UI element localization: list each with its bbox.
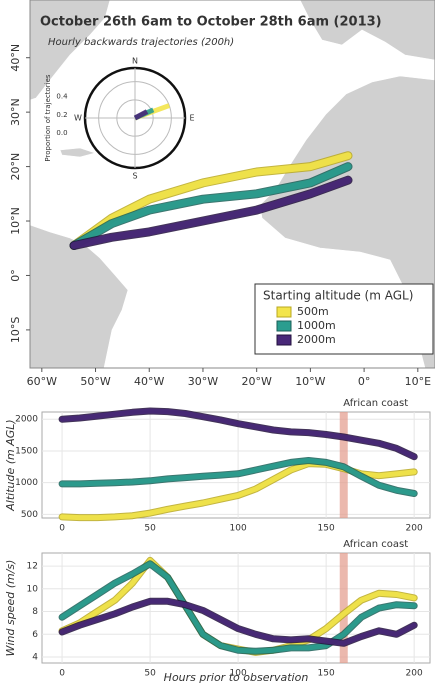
legend-label: 2000m: [297, 333, 336, 346]
x-tick-label: 20°W: [241, 375, 271, 388]
y-tick-label: 1000: [15, 478, 38, 488]
x-tick-label: 50: [144, 669, 156, 679]
x-tick-label: 0: [59, 669, 65, 679]
y-tick-label: 20°N: [9, 153, 22, 181]
x-tick-label: 30°W: [188, 375, 218, 388]
legend-label: 1000m: [297, 319, 336, 332]
x-tick-label: 150: [318, 669, 335, 679]
map-title: October 26th 6am to October 28th 6am (20…: [40, 15, 382, 30]
annotation: African coast: [343, 398, 408, 409]
coast-band: [339, 553, 348, 663]
y-tick-label: 6: [32, 630, 38, 640]
x-tick-label: 60°W: [27, 375, 57, 388]
x-tick-label: 150: [318, 524, 335, 534]
y-tick-label: 10: [27, 584, 39, 594]
map-subtitle: Hourly backwards trajectories (200h): [48, 37, 234, 48]
legend-swatch: [276, 306, 292, 318]
rose-bar: [133, 109, 149, 121]
europe: [299, 0, 435, 61]
wind-frame: [41, 552, 431, 664]
band: [70, 152, 352, 249]
caribbean: [59, 147, 97, 158]
compass-label: E: [189, 114, 194, 123]
band: [59, 561, 417, 654]
x-tick-label: 200: [406, 524, 423, 534]
band: [59, 598, 417, 646]
y-tick-label: 10°S: [9, 317, 22, 343]
polar-tick-label: 0.0: [56, 129, 67, 137]
legend-label: 500m: [297, 305, 329, 318]
x-tick-label: 100: [230, 524, 247, 534]
y-axis-label: Wind speed (m/s): [4, 560, 17, 657]
x-tick-label: 0°: [358, 375, 371, 388]
x-tick-label: 10°W: [295, 375, 325, 388]
x-tick-label: 100: [230, 669, 247, 679]
y-tick-label: 2000: [15, 415, 38, 425]
annotation: African coast: [343, 539, 408, 550]
x-axis-label: Hours prior to observation: [164, 671, 309, 684]
x-tick-label: 40°W: [134, 375, 164, 388]
y-tick-label: 500: [21, 510, 38, 520]
y-tick-label: 10°N: [9, 207, 22, 235]
band: [70, 176, 352, 249]
polar-label: Proportion of trajectories: [44, 74, 52, 161]
legend-title: Starting altitude (m AGL): [263, 289, 413, 303]
x-tick-label: 0: [59, 524, 65, 534]
compass-label: S: [132, 172, 137, 181]
y-tick-label: 4: [32, 652, 38, 662]
north-america: [29, 0, 111, 101]
band: [59, 458, 417, 496]
band: [59, 408, 417, 460]
legend-swatch: [276, 320, 292, 332]
band: [70, 163, 352, 249]
compass-label: N: [132, 57, 138, 66]
y-tick-label: 0°: [9, 269, 22, 282]
altitude-frame: [41, 411, 431, 519]
x-tick-label: 10°E: [405, 375, 431, 388]
compass-label: W: [74, 114, 82, 123]
polar-tick-label: 0.2: [56, 111, 67, 119]
y-axis-label: Altitude (m AGL): [4, 419, 17, 511]
y-tick-label: 40°N: [9, 44, 22, 72]
legend-swatch: [276, 334, 292, 346]
map-frame: [29, 0, 435, 369]
y-tick-label: 30°N: [9, 98, 22, 126]
x-tick-label: 50°W: [80, 375, 110, 388]
x-tick-label: 200: [406, 669, 423, 679]
y-tick-label: 12: [27, 562, 38, 572]
x-tick-label: 50: [144, 524, 156, 534]
y-tick-label: 1500: [15, 446, 38, 456]
polar-tick-label: 0.4: [56, 93, 68, 101]
y-tick-label: 8: [32, 607, 38, 617]
